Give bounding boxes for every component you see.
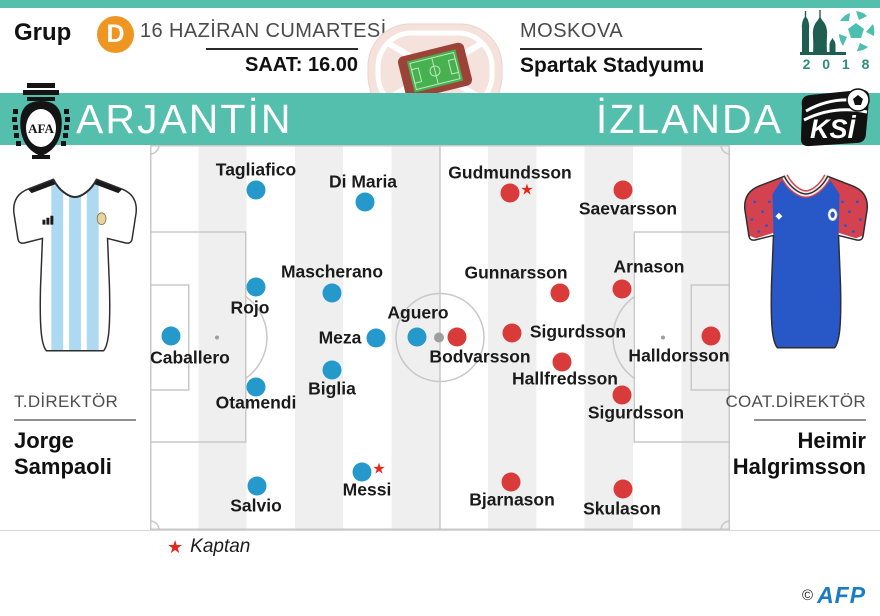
- away-crest-monogram: KSİ: [810, 114, 857, 144]
- match-date: 16 HAZİRAN CUMARTESİ: [140, 20, 387, 42]
- player-name-label: Otamendi: [215, 392, 297, 413]
- away-player-dot: [501, 472, 521, 492]
- player-name-label: Aguero: [387, 302, 449, 323]
- home-player-dot: [322, 360, 342, 380]
- away-team-jersey: [743, 174, 869, 349]
- copyright-symbol: ©: [802, 587, 814, 604]
- player-name-label: Mascherano: [280, 261, 384, 282]
- away-player-dot: [447, 327, 467, 347]
- player-name-label: Biglia: [308, 378, 356, 399]
- home-player-dot: [246, 377, 266, 397]
- home-coach-divider: [14, 419, 136, 421]
- away-coach-divider: [754, 419, 866, 421]
- date-divider: [206, 48, 358, 50]
- worldcup-year: 2 0 1 8: [803, 56, 874, 72]
- worldcup-2018-logo-icon: 2 0 1 8: [800, 10, 875, 72]
- home-player-dot: [352, 462, 372, 482]
- away-team-name: İZLANDA: [595, 96, 783, 142]
- away-coach-last-name: Halgrimsson: [732, 454, 866, 479]
- away-player-dot: [502, 323, 522, 343]
- venue-block: MOSKOVA Spartak Stadyumu: [520, 20, 720, 78]
- home-player-dot: [355, 192, 375, 212]
- player-name-label: Bodvarsson: [429, 346, 531, 367]
- group-label: Grup: [14, 19, 72, 46]
- player-name-label: Bjarnason: [469, 489, 555, 510]
- pitch-lines: [150, 145, 730, 530]
- top-accent-bar: [0, 0, 880, 8]
- player-name-label: Saevarsson: [578, 198, 678, 219]
- home-team-crest-icon: AFA: [12, 83, 70, 159]
- player-name-label: Gunnarsson: [464, 262, 568, 283]
- home-player-dot: [407, 327, 427, 347]
- away-player-dot: [550, 283, 570, 303]
- home-player-dot: [161, 326, 181, 346]
- home-coach-first-name: Jorge: [14, 428, 74, 453]
- venue-city: MOSKOVA: [520, 20, 624, 42]
- match-time: SAAT: 16.00: [244, 54, 358, 76]
- afp-logo: AFP: [817, 582, 867, 608]
- player-name-label: Arnason: [613, 256, 685, 277]
- pitch: Caballero Tagliafico Rojo Otamendi Salvio Mas…: [150, 145, 730, 530]
- captain-legend-label: Kaptan: [190, 536, 251, 557]
- home-team-jersey: [12, 178, 138, 352]
- player-name-label: Di Maria: [328, 171, 398, 192]
- footer-divider: [0, 530, 880, 531]
- captain-legend: ★ Kaptan: [167, 536, 250, 558]
- agency-credit: © AFP: [802, 582, 866, 609]
- player-name-label: Messi: [342, 479, 392, 500]
- captain-star-icon: ★: [520, 181, 534, 199]
- player-name-label: Caballero: [150, 347, 230, 368]
- date-block: 16 HAZİRAN CUMARTESİ SAAT: 16.00: [140, 20, 387, 77]
- away-team-crest-icon: KSİ: [800, 88, 870, 147]
- away-coach-title: COAT.DİREKTÖR: [725, 392, 866, 411]
- player-name-label: Salvio: [230, 495, 282, 516]
- player-name-label: Hallfredsson: [512, 368, 618, 389]
- away-player-dot: [613, 479, 633, 499]
- player-name-label: Meza: [318, 327, 362, 348]
- home-player-dot: [246, 277, 266, 297]
- group-letter-badge: D: [97, 16, 134, 53]
- away-player-dot: [500, 183, 520, 203]
- venue-divider: [520, 48, 702, 50]
- player-name-label: Rojo: [230, 297, 270, 318]
- away-coach-block: COAT.DİREKTÖR Heimir Halgrimsson: [714, 392, 866, 480]
- away-player-dot: [613, 180, 633, 200]
- home-team-name: ARJANTİN: [76, 96, 293, 142]
- home-player-dot: [247, 476, 267, 496]
- away-coach-first-name: Heimir: [797, 428, 866, 453]
- team-bar: [0, 93, 880, 145]
- player-name-label: Tagliafico: [215, 159, 297, 180]
- captain-star-icon: ★: [372, 460, 386, 478]
- home-coach-title: T.DİREKTÖR: [14, 392, 119, 411]
- player-name-label: Sigurdsson: [529, 321, 627, 342]
- player-name-label: Sigurdsson: [587, 402, 685, 423]
- home-player-dot: [322, 283, 342, 303]
- home-player-dot: [366, 328, 386, 348]
- home-player-dot: [246, 180, 266, 200]
- captain-star-icon: ★: [167, 536, 184, 557]
- away-player-dot: [612, 279, 632, 299]
- player-name-label: Gudmundsson: [448, 162, 572, 183]
- home-coach-last-name: Sampaoli: [14, 454, 112, 479]
- home-coach-block: T.DİREKTÖR Jorge Sampaoli: [14, 392, 166, 480]
- away-player-dot: [701, 326, 721, 346]
- player-name-label: Skulason: [583, 498, 661, 519]
- away-player-dot: [612, 385, 632, 405]
- away-player-dot: [552, 352, 572, 372]
- home-crest-monogram: AFA: [28, 121, 54, 136]
- venue-name: Spartak Stadyumu: [520, 54, 705, 77]
- player-name-label: Halldorsson: [628, 345, 730, 366]
